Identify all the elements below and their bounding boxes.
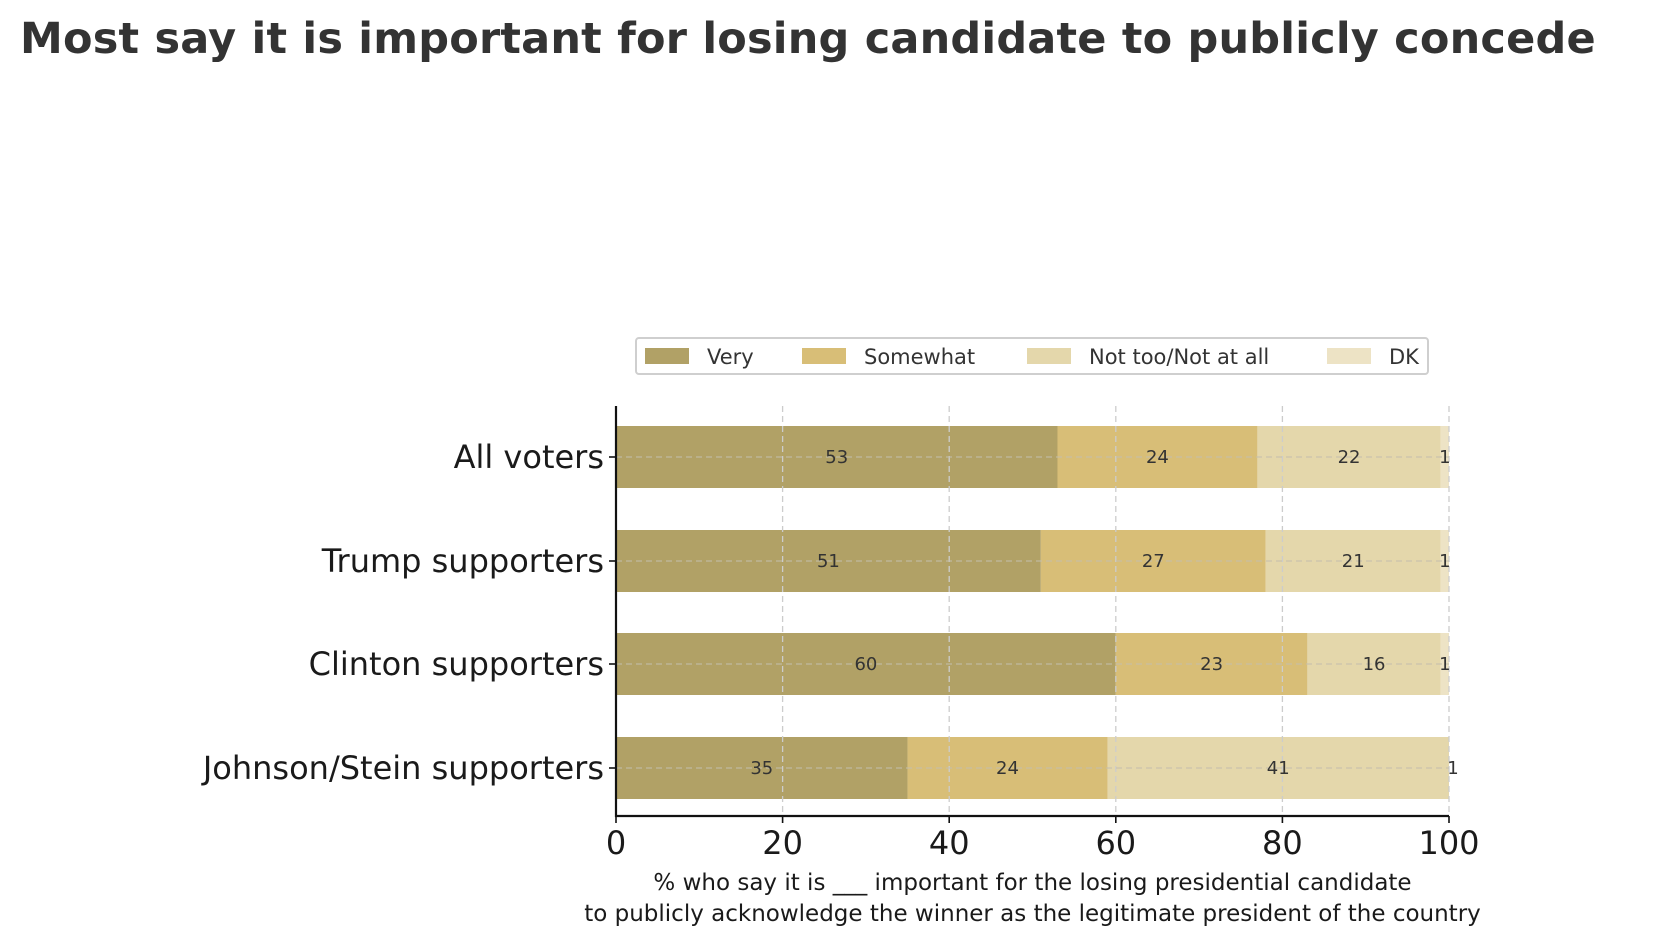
value-label-clinton-supporters-very: 60: [854, 654, 877, 675]
value-label-trump-supporters-dk: 1: [1439, 551, 1450, 572]
legend-label-dk: DK: [1389, 345, 1420, 369]
legend-swatch-very: [645, 348, 689, 364]
value-label-all-voters-very: 53: [825, 447, 848, 468]
category-labels: All voters Trump supporters Clinton suppor…: [201, 438, 604, 787]
chart-title: Most say it is important for losing cand…: [20, 14, 1596, 64]
category-label-johnson-stein-supporters: Johnson/Stein supporters: [201, 749, 604, 787]
legend-swatch-not-too-not-at-all: [1027, 348, 1071, 364]
legend-label-very: Very: [707, 345, 754, 369]
value-label-trump-supporters-somewhat: 27: [1142, 551, 1165, 572]
x-tick-label-40: 40: [929, 824, 970, 862]
category-label-trump-supporters: Trump supporters: [321, 542, 604, 580]
x-tick-label-100: 100: [1418, 824, 1479, 862]
x-tick-label-80: 80: [1262, 824, 1303, 862]
bar-all-voters-dk: [1440, 426, 1449, 488]
value-label-johnson-stein-supporters-dk: 1: [1447, 758, 1458, 779]
value-label-all-voters-somewhat: 24: [1146, 447, 1169, 468]
value-label-johnson-stein-supporters-somewhat: 24: [996, 758, 1019, 779]
x-axis-label: % who say it is ___ important for the lo…: [584, 870, 1481, 927]
category-label-clinton-supporters: Clinton supporters: [309, 645, 604, 683]
value-label-clinton-supporters-dk: 1: [1439, 654, 1450, 675]
legend-swatch-dk: [1327, 348, 1371, 364]
value-label-all-voters-dk: 1: [1439, 447, 1450, 468]
value-label-trump-supporters-very: 51: [817, 551, 840, 572]
value-label-johnson-stein-supporters-very: 35: [750, 758, 773, 779]
bar-trump-supporters-dk: [1440, 530, 1449, 592]
x-axis-label-line-1: % who say it is ___ important for the lo…: [653, 870, 1411, 896]
legend-label-somewhat: Somewhat: [864, 345, 975, 369]
value-labels: 53 24 22 1 51 27 21 1 60 23 16 1 35 24 41 1: [750, 447, 1458, 779]
value-label-johnson-stein-supporters-not-too-not-at-all: 41: [1267, 758, 1290, 779]
legend-label-not-too-not-at-all: Not too/Not at all: [1089, 345, 1269, 369]
value-label-clinton-supporters-somewhat: 23: [1200, 654, 1223, 675]
x-tick-label-0: 0: [606, 824, 626, 862]
value-label-all-voters-not-too-not-at-all: 22: [1338, 447, 1361, 468]
x-axis-label-line-2: to publicly acknowledge the winner as th…: [584, 901, 1481, 927]
x-tick-label-20: 20: [762, 824, 803, 862]
value-label-trump-supporters-not-too-not-at-all: 21: [1342, 551, 1365, 572]
category-label-all-voters: All voters: [454, 438, 604, 476]
value-label-clinton-supporters-not-too-not-at-all: 16: [1363, 654, 1386, 675]
legend: Very Somewhat Not too/Not at all DK: [635, 337, 1429, 375]
x-tick-labels: 0 20 40 60 80 100: [606, 824, 1480, 862]
bars: [616, 426, 1449, 799]
gridlines: [615, 406, 1450, 816]
bar-clinton-supporters-dk: [1440, 633, 1449, 695]
x-tick-label-60: 60: [1095, 824, 1136, 862]
axes: [609, 406, 1450, 823]
legend-swatch-somewhat: [802, 348, 846, 364]
